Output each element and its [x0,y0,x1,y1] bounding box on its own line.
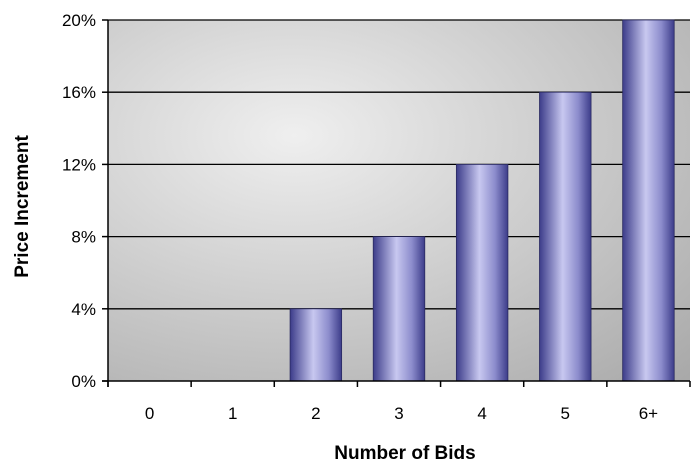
bar [372,236,426,382]
bars [289,19,675,382]
bar [289,308,343,382]
bar [539,91,592,382]
y-axis-title: Price Increment [12,135,33,278]
y-tick-label: 0% [71,372,96,391]
y-tick-label: 16% [62,83,96,102]
x-tick-label: 3 [394,404,403,423]
x-tick-labels: 0 1 2 3 4 5 6+ [145,404,658,423]
y-tick-label: 4% [71,300,96,319]
x-tick-label: 0 [145,404,154,423]
y-tick-label: 12% [62,155,96,174]
bar [622,19,675,382]
y-tick-label: 20% [62,11,96,30]
y-tick-labels: 0% 4% 8% 12% 16% 20% [62,11,96,391]
x-tick-label: 2 [311,404,320,423]
x-tick-label: 6+ [639,404,658,423]
axes [102,19,691,387]
y-tick-label: 8% [71,228,96,247]
x-tick-label: 1 [228,404,237,423]
bar [455,163,509,382]
x-tick-label: 4 [477,404,486,423]
x-tick-label: 5 [561,404,570,423]
x-axis-title: Number of Bids [334,443,475,464]
